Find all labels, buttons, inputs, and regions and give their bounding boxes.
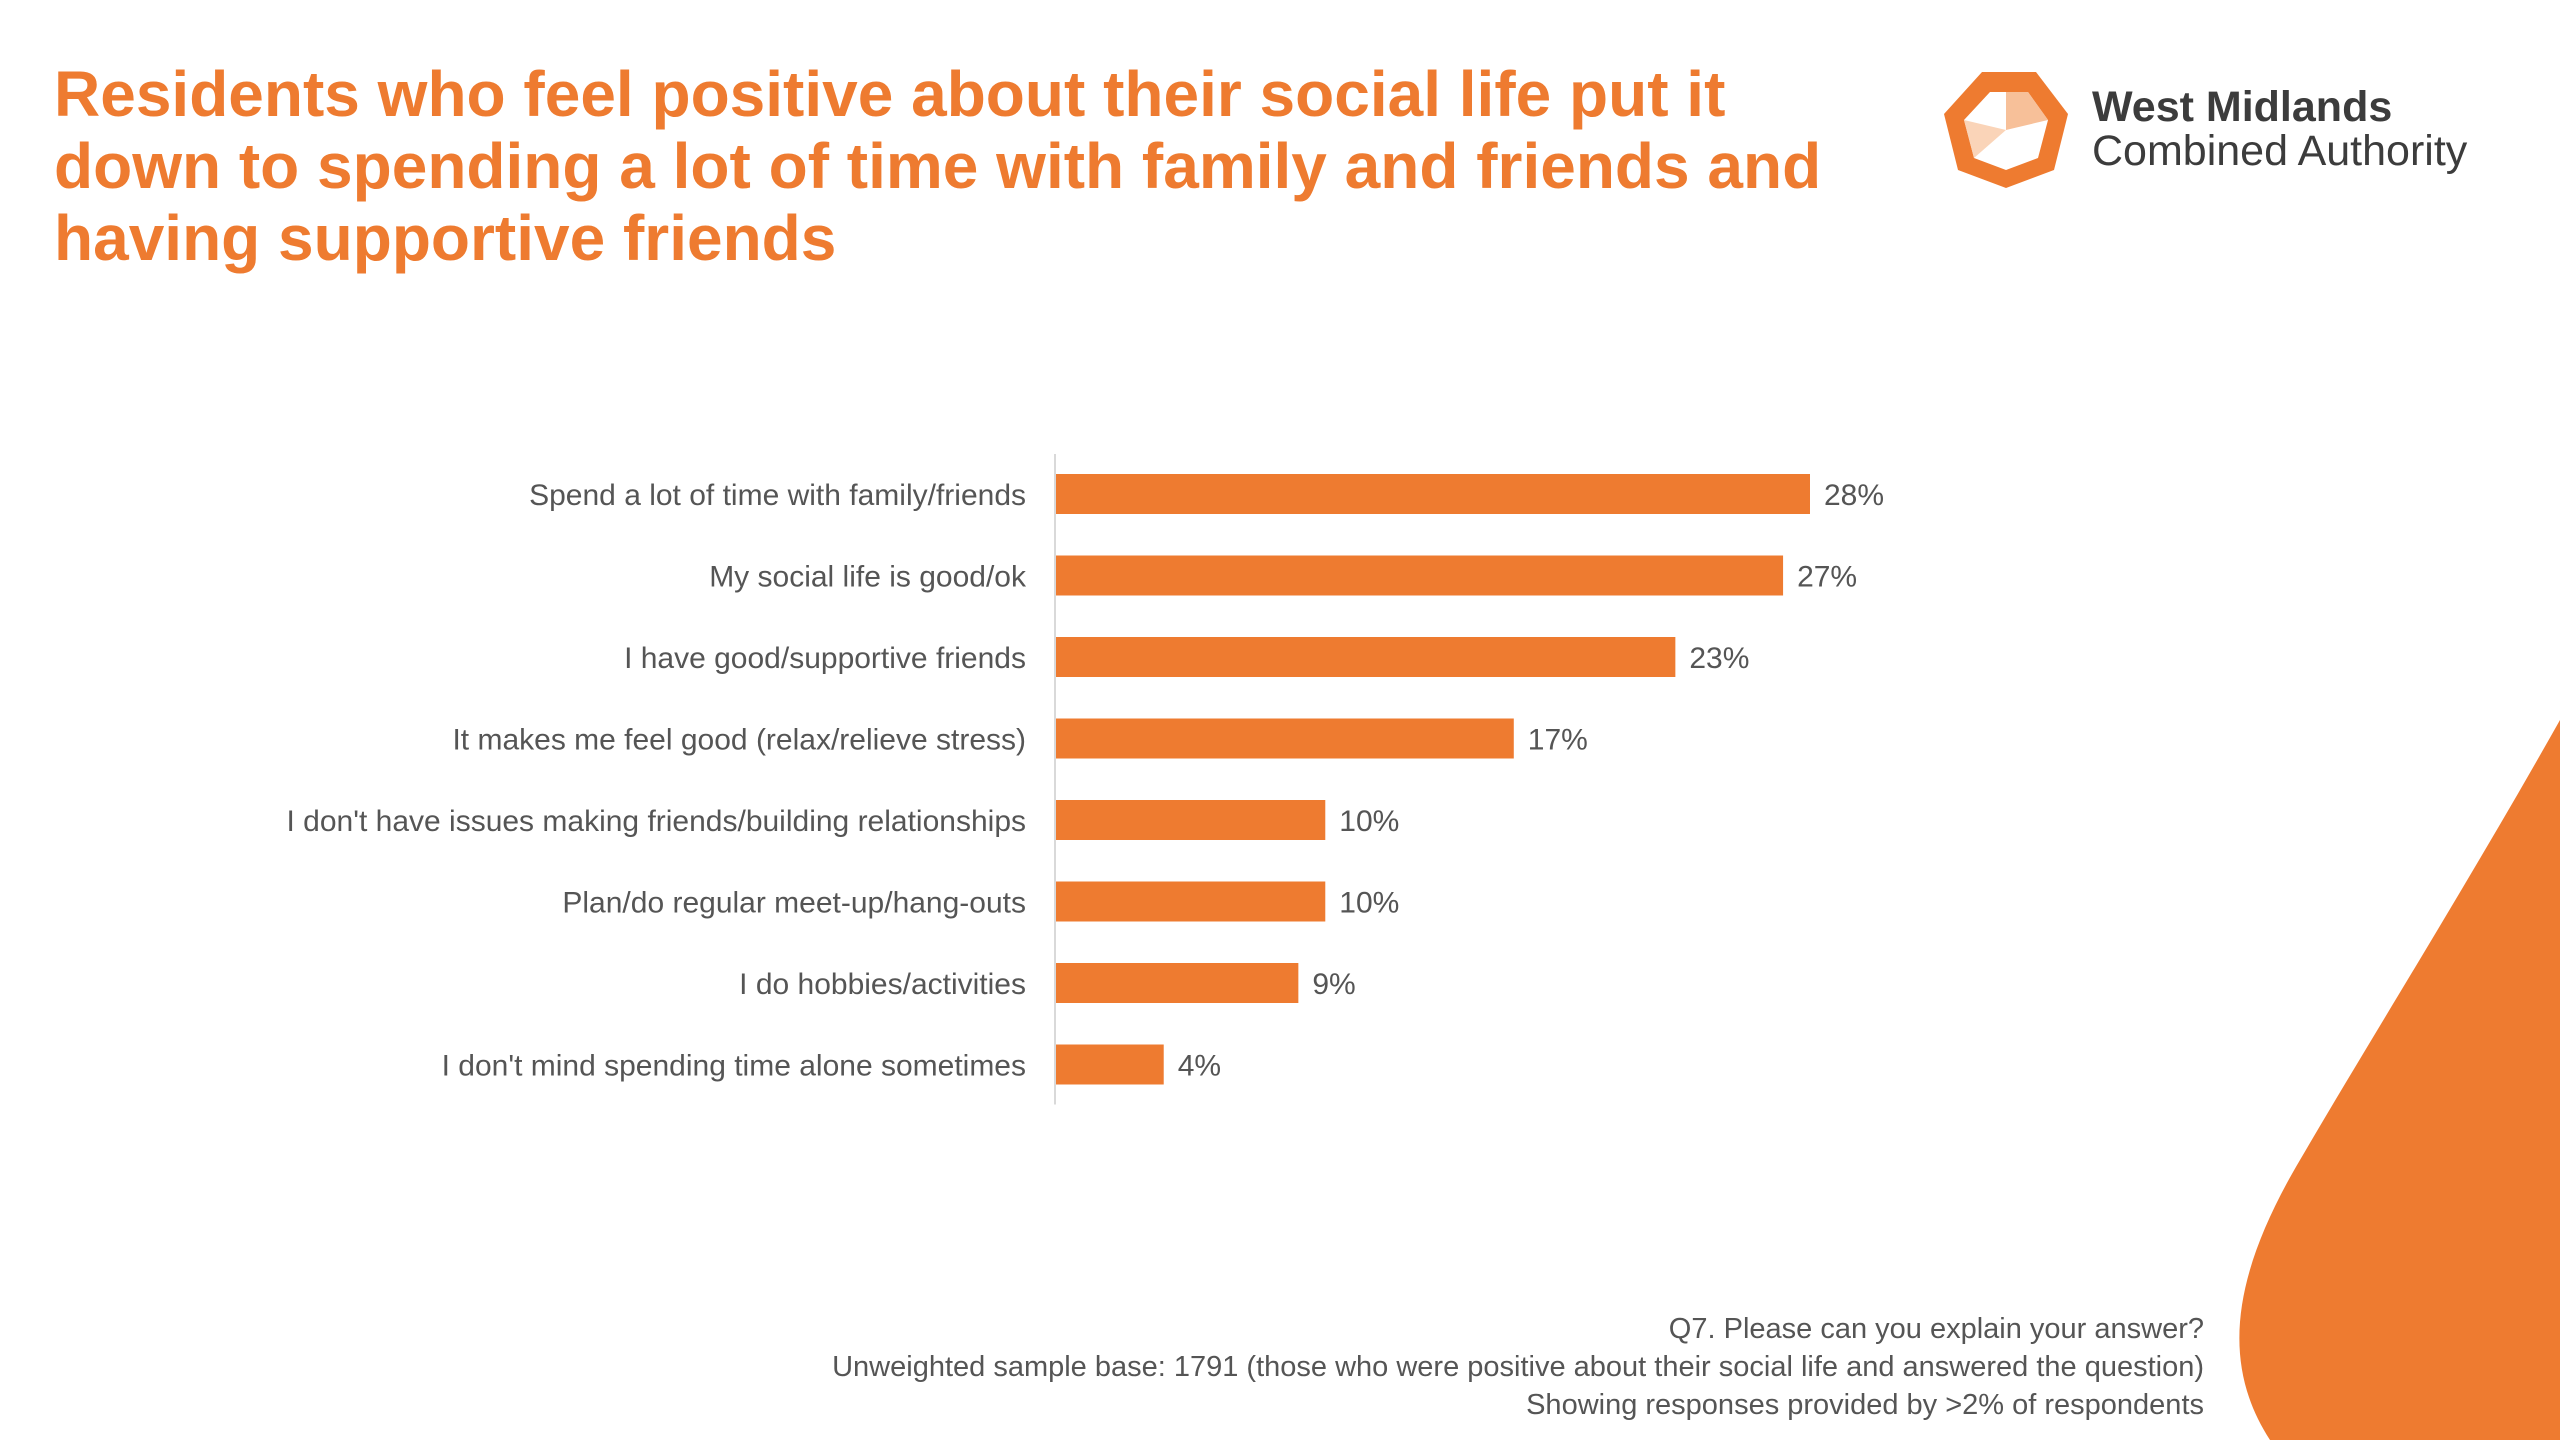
- category-label: It makes me feel good (relax/relieve str…: [452, 724, 1026, 757]
- bar: [1056, 881, 1326, 922]
- category-label: I do hobbies/activities: [739, 968, 1026, 1001]
- logo-text-line1: West Midlands: [2092, 83, 2393, 131]
- category-label: Spend a lot of time with family/friends: [529, 479, 1026, 512]
- value-label: 27%: [1797, 561, 1857, 594]
- bar: [1056, 474, 1810, 514]
- footnotes: Q7. Please can you explain your answer? …: [832, 1310, 2204, 1424]
- page-title: Residents who feel positive about their …: [54, 58, 1822, 274]
- value-label: 10%: [1339, 805, 1399, 838]
- bar: [1056, 1044, 1164, 1085]
- value-label: 17%: [1528, 724, 1588, 757]
- bar: [1056, 963, 1299, 1003]
- footnote-base: Unweighted sample base: 1791 (those who …: [832, 1351, 2204, 1383]
- category-label: Plan/do regular meet-up/hang-outs: [562, 887, 1026, 920]
- wmca-logo: West Midlands Combined Authority: [1944, 70, 2504, 190]
- bar: [1056, 555, 1784, 596]
- value-label: 4%: [1178, 1050, 1221, 1083]
- value-label: 9%: [1312, 968, 1355, 1001]
- footnote-question: Q7. Please can you explain your answer?: [1668, 1313, 2204, 1345]
- category-label: I don't mind spending time alone sometim…: [442, 1050, 1026, 1083]
- bar: [1056, 637, 1676, 677]
- value-label: 28%: [1824, 479, 1884, 512]
- category-label: I don't have issues making friends/build…: [287, 805, 1026, 838]
- category-label: My social life is good/ok: [709, 561, 1027, 594]
- footnote-threshold: Showing responses provided by >2% of res…: [1526, 1389, 2204, 1421]
- bars: Spend a lot of time with family/friends 2…: [287, 474, 1884, 1085]
- logo-text-line2: Combined Authority: [2092, 127, 2468, 175]
- bar: [1056, 800, 1326, 840]
- value-label: 10%: [1339, 887, 1399, 920]
- bar: [1056, 718, 1514, 759]
- category-label: I have good/supportive friends: [624, 642, 1026, 675]
- hexagon-logo-icon: [1944, 72, 2068, 188]
- value-label: 23%: [1689, 642, 1749, 675]
